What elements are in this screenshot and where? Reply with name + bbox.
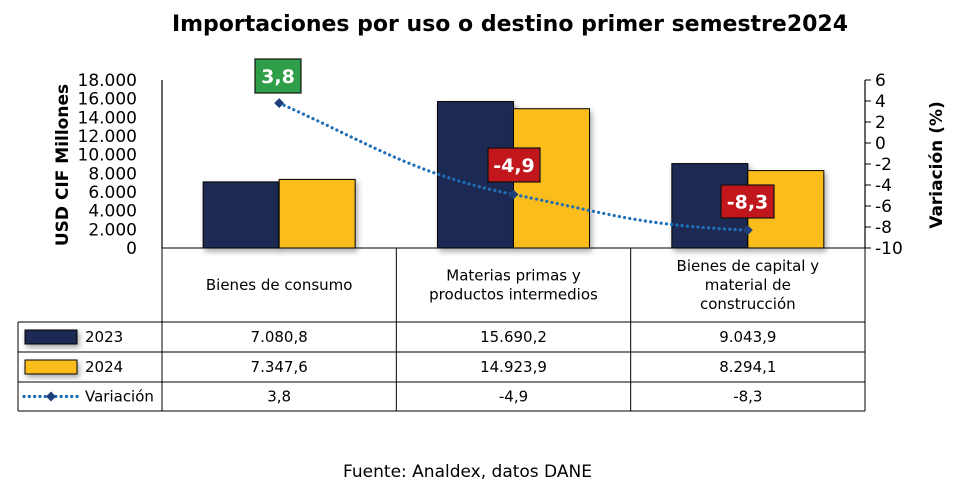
y-tick-label: 16.000 bbox=[78, 90, 137, 110]
legend-label: 2024 bbox=[85, 358, 123, 376]
table-cell: 9.043,9 bbox=[719, 328, 776, 346]
y2-tick-label: 0 bbox=[875, 134, 886, 154]
legend-swatch-2023 bbox=[24, 329, 78, 345]
y2-tick-label: -6 bbox=[875, 197, 892, 217]
legend-label: Variación bbox=[85, 388, 154, 406]
y-tick-label: 8.000 bbox=[88, 164, 137, 184]
y-axis-title: USD CIF Millones bbox=[53, 84, 73, 246]
variation-point-0 bbox=[274, 98, 285, 109]
category-label: Bienes de consumo bbox=[206, 276, 353, 294]
data-label-box bbox=[720, 184, 775, 219]
bar-2023-0 bbox=[202, 181, 280, 249]
chart-title: Importaciones por uso o destino primer s… bbox=[171, 12, 849, 37]
y-tick-label: 2.000 bbox=[88, 220, 137, 240]
table-cell: -8,3 bbox=[733, 388, 762, 406]
data-label-box bbox=[254, 58, 302, 94]
data-label: -8,3 bbox=[727, 192, 769, 214]
category-label: Materias primas y bbox=[446, 267, 581, 285]
y2-tick-label: 4 bbox=[875, 92, 886, 112]
y2-tick-label: -4 bbox=[875, 176, 892, 196]
y-tick-label: 10.000 bbox=[78, 146, 137, 166]
legend-label: 2023 bbox=[85, 328, 123, 346]
y2-tick-label: 6 bbox=[875, 71, 886, 91]
y2-tick-label: -10 bbox=[875, 239, 903, 259]
y2-tick-label: -8 bbox=[875, 218, 892, 238]
variation-point-1 bbox=[508, 189, 519, 200]
category-label: material de bbox=[705, 276, 791, 294]
table-cell: 14.923,9 bbox=[480, 358, 547, 376]
y-tick-label: 4.000 bbox=[88, 202, 137, 222]
y-tick-label: 14.000 bbox=[78, 108, 137, 128]
data-label: -4,9 bbox=[493, 155, 535, 177]
table-cell: 7.347,6 bbox=[251, 358, 308, 376]
y-tick-label: 12.000 bbox=[78, 127, 137, 147]
y-tick-label: 0 bbox=[126, 239, 137, 259]
category-label: Bienes de capital y bbox=[677, 257, 820, 275]
bar-2024-0 bbox=[278, 178, 356, 249]
source-note: Fuente: Analdex, datos DANE bbox=[343, 462, 592, 482]
table-cell: -4,9 bbox=[499, 388, 528, 406]
table-cell: 15.690,2 bbox=[480, 328, 547, 346]
variation-line bbox=[277, 101, 750, 232]
legend-marker-Variación bbox=[46, 391, 56, 402]
y2-axis-title: Variación (%) bbox=[927, 101, 947, 229]
y-tick-label: 18.000 bbox=[78, 71, 137, 91]
table-cell: 7.080,8 bbox=[251, 328, 308, 346]
data-label-box bbox=[487, 147, 541, 183]
legend-swatch-2024 bbox=[24, 359, 78, 375]
variation-point-2 bbox=[742, 225, 753, 236]
category-label: productos intermedios bbox=[429, 286, 598, 304]
table-cell: 8.294,1 bbox=[719, 358, 776, 376]
y2-tick-label: 2 bbox=[875, 113, 886, 133]
data-label: 3,8 bbox=[261, 66, 295, 88]
table-cell: 3,8 bbox=[267, 388, 291, 406]
y2-tick-label: -2 bbox=[875, 155, 892, 175]
category-label: construcción bbox=[700, 295, 796, 313]
y-tick-label: 6.000 bbox=[88, 183, 137, 203]
